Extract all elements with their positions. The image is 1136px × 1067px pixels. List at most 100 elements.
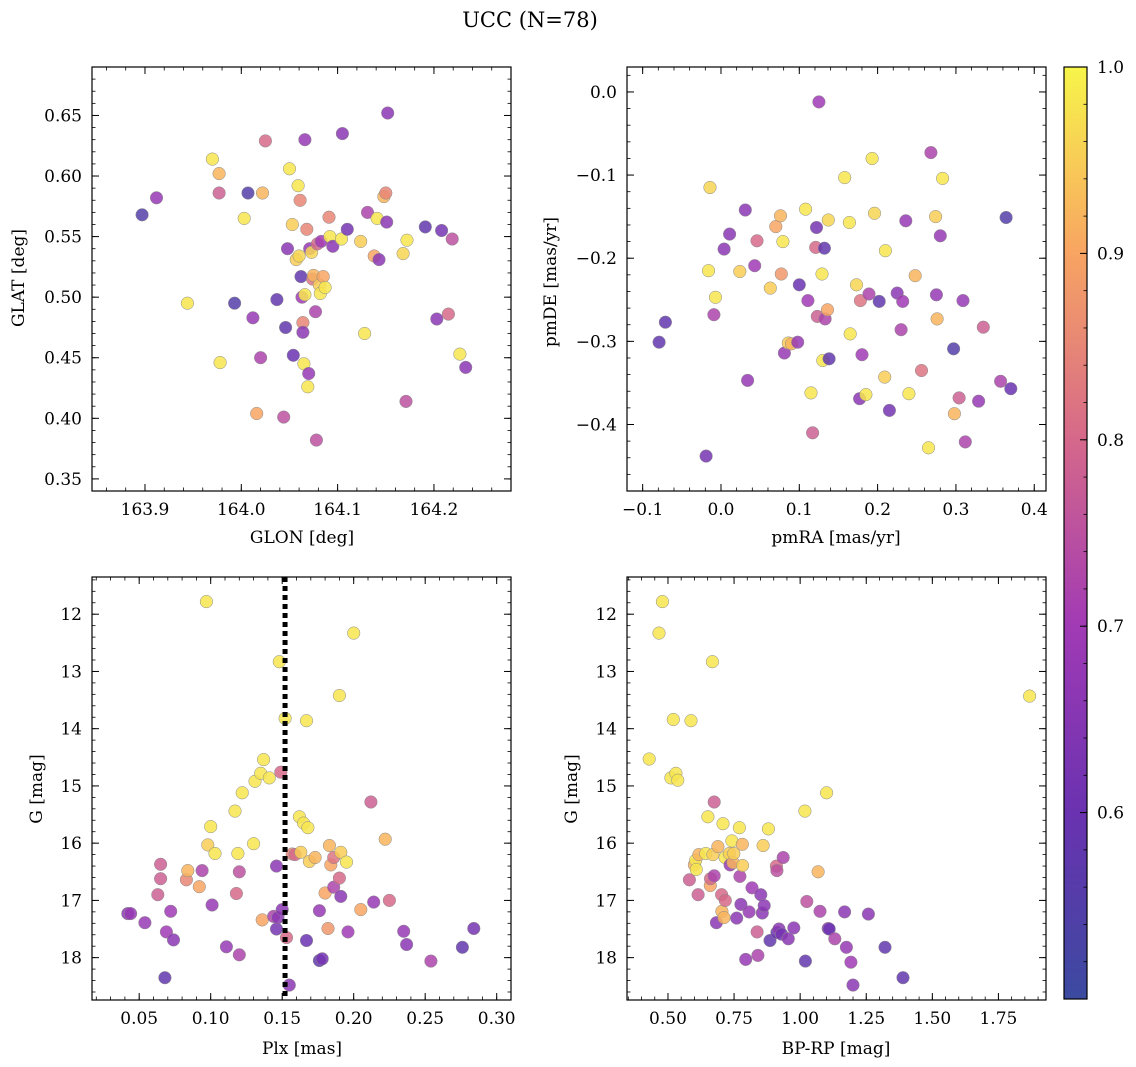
data-point [717, 242, 731, 256]
y-tick-label: 15 [60, 777, 82, 797]
figure-title: UCC (N=78) [462, 8, 598, 32]
x-tick-label: 0.30 [478, 1009, 516, 1029]
data-point [164, 904, 178, 918]
data-point [896, 971, 910, 985]
data-point [445, 232, 459, 246]
data-point [367, 895, 381, 909]
data-point [914, 363, 929, 378]
data-point [701, 264, 716, 278]
data-point [947, 407, 961, 421]
data-point [878, 244, 892, 258]
x-tick-label: 1.50 [913, 1009, 951, 1029]
data-point [301, 380, 315, 394]
data-point [843, 327, 857, 341]
data-point [862, 287, 876, 301]
data-point [205, 898, 219, 912]
y-axis-label: G [mag] [27, 754, 47, 823]
data-point [711, 840, 725, 854]
data-point [400, 233, 414, 247]
data-point [924, 146, 938, 160]
data-point [791, 335, 805, 349]
data-point [204, 820, 218, 834]
data-point [908, 269, 922, 283]
data-point [235, 786, 249, 800]
data-point [748, 259, 762, 273]
panel-bprp-g: BP-RP [mag] G [mag] 0.50 0.75 1.00 1.25 1.50… [562, 576, 1047, 1059]
panel-plx-g: Plx [mas] G [mag] 0.05 0.10 0.15 0.20 0.25 0.… [27, 576, 516, 1059]
data-point [380, 215, 394, 229]
data-point [684, 714, 698, 728]
data-point [208, 846, 222, 861]
data-point [878, 940, 892, 954]
data-point [822, 352, 836, 366]
data-point [301, 821, 315, 835]
data-point [154, 857, 168, 871]
axes-frame [91, 66, 512, 492]
y-tick-label: 0.45 [44, 349, 82, 369]
x-tick-label: 0.4 [1021, 500, 1048, 520]
data-point [334, 232, 349, 246]
data-point [811, 865, 825, 879]
data-point [842, 215, 856, 230]
data-point [735, 837, 749, 851]
data-point [228, 296, 242, 310]
data-point [792, 278, 806, 292]
colorbar-tick-label: 1.0 [1097, 58, 1124, 78]
x-axis-label: pmRA [mas/yr] [771, 528, 900, 548]
data-point [732, 821, 746, 835]
data-point [154, 872, 168, 886]
x-axis-label: Plx [mas] [262, 1039, 342, 1059]
data-point [135, 208, 149, 222]
data-point [326, 239, 340, 253]
data-point [947, 342, 961, 356]
data-point [821, 213, 835, 227]
data-point [750, 234, 764, 248]
data-point [733, 264, 747, 279]
data-point [280, 242, 295, 256]
data-point [316, 270, 330, 284]
data-point [340, 222, 354, 236]
data-point [701, 810, 715, 824]
data-point [332, 871, 346, 885]
x-tick-label: 0.0 [707, 500, 734, 520]
data-point [642, 752, 656, 766]
data-point [774, 267, 788, 281]
data-point [397, 924, 411, 938]
data-point [300, 222, 314, 236]
x-tick-label: 0.10 [192, 1009, 230, 1029]
data-point [339, 855, 354, 869]
data-point [882, 403, 896, 417]
y-tick-label: −0.4 [576, 415, 617, 435]
y-tick-label: 15 [595, 777, 617, 797]
data-point [936, 171, 950, 185]
y-tick-label: 0.40 [44, 409, 82, 429]
data-point [809, 220, 824, 235]
data-point [896, 294, 910, 308]
data-point [839, 940, 853, 954]
data-point [838, 171, 852, 185]
data-point [718, 893, 732, 907]
data-point [424, 954, 438, 968]
data-point [666, 712, 680, 727]
data-point [751, 948, 765, 962]
panel-glon-glat: GLON [deg] GLAT [deg] 163.9 164.0 164.1 164… [9, 66, 512, 548]
data-point [372, 253, 386, 267]
data-point [707, 869, 721, 883]
data-point [838, 905, 852, 919]
data-point [453, 347, 467, 361]
data-point [334, 889, 348, 903]
data-point [269, 922, 284, 936]
data-point [815, 267, 829, 281]
data-point [806, 426, 820, 440]
data-point [682, 873, 696, 887]
y-tick-label: 18 [60, 949, 82, 969]
data-point [739, 952, 753, 966]
data-point [158, 971, 172, 985]
data-point [279, 320, 293, 335]
data-point [213, 356, 227, 370]
y-tick-label: −0.2 [576, 249, 617, 269]
data-point [318, 280, 332, 295]
data-point [354, 903, 368, 917]
data-point [201, 838, 215, 852]
data-point [671, 773, 685, 787]
